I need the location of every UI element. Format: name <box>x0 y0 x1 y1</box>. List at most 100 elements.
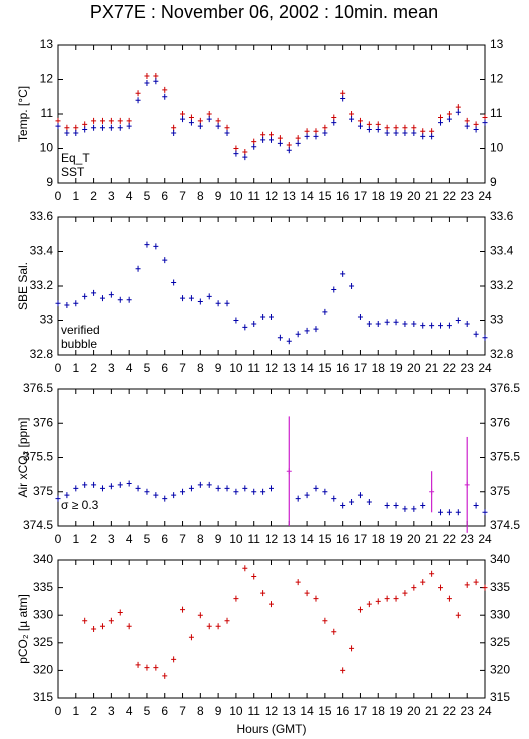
y-tick-label: 376.5 <box>23 381 53 395</box>
data-point <box>73 485 79 492</box>
data-point <box>402 590 408 597</box>
x-tick-label: 20 <box>407 361 421 375</box>
data-point <box>277 140 283 147</box>
x-tick-label: 1 <box>72 532 79 546</box>
data-point <box>429 488 435 495</box>
data-point <box>251 320 257 327</box>
x-tick-label: 11 <box>247 704 260 718</box>
data-point <box>286 147 292 154</box>
x-tick-label: 24 <box>478 361 492 375</box>
x-tick-label: 3 <box>108 704 115 718</box>
x-tick-label: 18 <box>372 532 386 546</box>
x-tick-label: 3 <box>108 532 115 546</box>
plot-frame <box>57 44 486 184</box>
x-tick-label: 17 <box>354 189 368 203</box>
data-point <box>99 485 105 492</box>
y-tick-label: 315 <box>33 690 53 704</box>
data-point <box>340 90 346 97</box>
x-tick-label: 4 <box>126 361 133 375</box>
x-tick-label: 22 <box>443 704 457 718</box>
data-point <box>171 656 177 663</box>
data-point <box>420 133 426 140</box>
x-tick-label: 18 <box>372 704 386 718</box>
data-point <box>82 481 88 488</box>
data-point <box>269 485 274 492</box>
data-point <box>366 121 372 128</box>
y-axis-title: pCO₂ [µ atm] <box>16 594 30 664</box>
x-tick-label: 10 <box>229 361 243 375</box>
x-tick-label: 17 <box>354 704 368 718</box>
data-point <box>482 334 488 341</box>
data-point <box>446 116 452 123</box>
data-point <box>411 129 417 136</box>
data-point <box>322 308 328 315</box>
data-point <box>349 645 355 652</box>
data-point <box>91 124 97 131</box>
data-point <box>188 295 194 302</box>
data-point <box>73 300 79 307</box>
data-point <box>251 573 257 580</box>
data-point <box>313 128 319 135</box>
data-point <box>340 95 346 102</box>
x-tick-label: 10 <box>229 532 243 546</box>
x-tick-label: 24 <box>478 189 492 203</box>
x-tick-label: 15 <box>318 532 332 546</box>
y-tick-label: 376 <box>33 415 53 429</box>
data-point <box>446 595 452 602</box>
data-point <box>304 128 310 135</box>
data-point <box>455 317 461 324</box>
data-point <box>135 661 141 668</box>
x-tick-label: 21 <box>425 532 439 546</box>
data-point <box>464 123 470 130</box>
data-point <box>162 672 168 679</box>
data-point <box>393 129 399 136</box>
x-tick-label: 0 <box>55 361 62 375</box>
data-point <box>393 319 399 326</box>
data-point <box>286 338 292 345</box>
data-point <box>188 485 194 492</box>
data-point <box>402 505 408 512</box>
x-tick-label: 9 <box>215 189 222 203</box>
data-point <box>197 612 203 619</box>
data-point <box>402 124 408 131</box>
data-point <box>438 119 444 126</box>
x-tick-label: 0 <box>55 189 62 203</box>
x-tick-label: 6 <box>161 189 168 203</box>
data-point <box>242 148 248 155</box>
data-point <box>295 579 301 586</box>
data-point <box>482 509 488 516</box>
data-point <box>322 488 328 495</box>
y-tick-label-right: 33.2 <box>490 278 514 292</box>
x-tick-label: 9 <box>215 361 222 375</box>
data-point <box>482 584 488 591</box>
data-point <box>117 609 123 616</box>
data-point <box>82 121 88 128</box>
y-tick-label: 375 <box>33 484 53 498</box>
data-point <box>384 502 390 509</box>
x-tick-label: 14 <box>300 532 314 546</box>
data-point <box>126 117 132 124</box>
data-point <box>286 468 292 475</box>
x-tick-label: 7 <box>179 532 186 546</box>
data-point <box>455 509 461 516</box>
data-point <box>162 93 168 100</box>
x-tick-label: 8 <box>197 532 204 546</box>
data-point <box>144 488 150 495</box>
x-tick-label: 5 <box>144 532 151 546</box>
data-point <box>215 485 221 492</box>
x-tick-label: 5 <box>144 189 151 203</box>
x-tick-label: 10 <box>229 189 243 203</box>
x-tick-label: 23 <box>461 189 475 203</box>
data-point <box>429 322 435 329</box>
data-point <box>153 492 159 499</box>
data-point <box>366 320 372 327</box>
data-point <box>144 79 150 86</box>
data-point <box>464 320 470 327</box>
data-point <box>366 601 372 608</box>
data-point <box>375 320 381 327</box>
x-tick-label: 9 <box>215 532 222 546</box>
data-point <box>438 509 444 516</box>
x-tick-label: 22 <box>443 532 457 546</box>
x-tick-label: 16 <box>336 704 350 718</box>
data-point <box>455 109 461 116</box>
